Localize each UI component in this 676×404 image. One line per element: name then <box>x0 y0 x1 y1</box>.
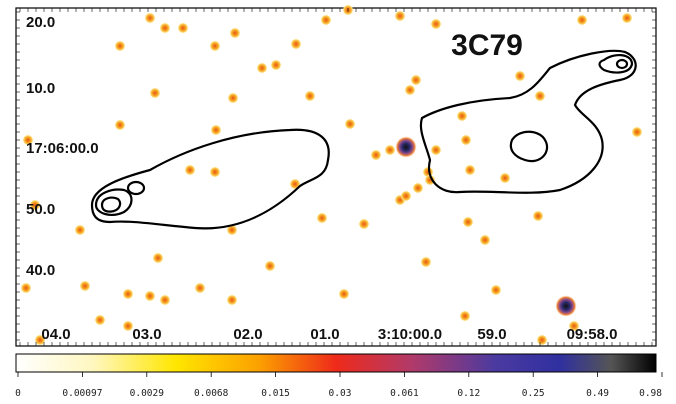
source-title: 3C79 <box>451 29 523 62</box>
colorbar-label: 0.0068 <box>194 388 229 399</box>
x-axis-label: 01.0 <box>310 326 339 343</box>
event-dot <box>536 334 548 346</box>
event-dot <box>456 110 468 122</box>
event-dot <box>344 118 356 130</box>
event-dot <box>144 290 156 302</box>
colorbar-label: 0.00097 <box>62 388 102 399</box>
event-dot <box>499 172 511 184</box>
event-dot <box>534 90 546 102</box>
y-axis-label: 40.0 <box>26 262 55 279</box>
event-dot <box>464 164 476 176</box>
event-dot <box>621 12 633 24</box>
colorbar-label: 0.0029 <box>130 388 165 399</box>
colorbar-label: 0.061 <box>390 388 419 399</box>
event-dot <box>514 70 526 82</box>
event-dot <box>370 149 382 161</box>
event-dot <box>394 10 406 22</box>
event-dot <box>400 190 412 202</box>
event-dot <box>490 284 502 296</box>
event-dot <box>122 288 134 300</box>
event-dot <box>114 119 126 131</box>
event-dot <box>152 252 164 264</box>
colorbar-label: 0.12 <box>457 388 480 399</box>
event-dot <box>631 126 643 138</box>
event-dot <box>479 234 491 246</box>
y-axis-label: 17:06:00.0 <box>26 140 99 157</box>
event-dot <box>149 87 161 99</box>
event-dot <box>29 199 41 211</box>
y-axis-label: 50.0 <box>26 201 55 218</box>
event-dot <box>194 282 206 294</box>
event-dot <box>122 320 134 332</box>
event-dot <box>316 212 328 224</box>
event-dot <box>79 280 91 292</box>
y-axis-label: 10.0 <box>26 80 55 97</box>
event-dot <box>210 124 222 136</box>
x-axis-label: 04.0 <box>41 326 70 343</box>
event-dot <box>94 314 106 326</box>
event-dot <box>410 74 422 86</box>
y-axis-label: 20.0 <box>26 14 55 31</box>
colorbar-label: 0.015 <box>261 388 290 399</box>
event-dot <box>114 40 126 52</box>
radio-contours <box>90 49 637 230</box>
x-axis-label: 59.0 <box>477 326 506 343</box>
event-dot <box>420 256 432 268</box>
event-dot <box>159 294 171 306</box>
event-dot <box>227 92 239 104</box>
event-dot <box>256 62 268 74</box>
event-dot <box>34 334 46 346</box>
colorbar-label: 0.25 <box>522 388 545 399</box>
event-dot <box>184 164 196 176</box>
event-dot <box>74 224 86 236</box>
colorbar <box>15 353 657 373</box>
event-dot <box>338 288 350 300</box>
event-dot <box>264 260 276 272</box>
colorbar-label: 0.49 <box>586 388 609 399</box>
event-dot <box>144 12 156 24</box>
x-axis-label: 09:58.0 <box>567 326 618 343</box>
event-dot <box>462 216 474 228</box>
bright-source <box>555 295 577 317</box>
colorbar-label: 0.98 <box>639 388 662 399</box>
event-dot <box>459 310 471 322</box>
event-dot <box>290 38 302 50</box>
event-dot <box>424 174 436 186</box>
event-dot <box>576 14 588 26</box>
event-dot <box>430 144 442 156</box>
event-dot <box>229 27 241 39</box>
event-dot <box>209 40 221 52</box>
colorbar-label: 0 <box>15 388 21 399</box>
event-dot <box>270 59 282 71</box>
x-axis-label: 3:10:00.0 <box>378 326 442 343</box>
event-dot <box>404 84 416 96</box>
event-dot <box>159 22 171 34</box>
event-dot <box>226 224 238 236</box>
event-dot <box>358 218 370 230</box>
event-dot <box>568 320 580 332</box>
x-axis-label: 03.0 <box>132 326 161 343</box>
event-dot <box>320 14 332 26</box>
event-dot <box>304 90 316 102</box>
event-dot <box>412 182 424 194</box>
event-dot <box>384 144 396 156</box>
x-axis-label: 02.0 <box>233 326 262 343</box>
event-dot <box>226 294 238 306</box>
colorbar-label: 0.03 <box>329 388 352 399</box>
event-dot <box>20 282 32 294</box>
event-dot <box>460 134 472 146</box>
xray-events <box>20 4 643 346</box>
image-frame <box>15 7 657 347</box>
event-dot <box>177 22 189 34</box>
event-dot <box>430 18 442 30</box>
event-dot <box>532 210 544 222</box>
event-dot <box>22 134 34 146</box>
bright-source <box>395 136 417 158</box>
event-dot <box>209 166 221 178</box>
